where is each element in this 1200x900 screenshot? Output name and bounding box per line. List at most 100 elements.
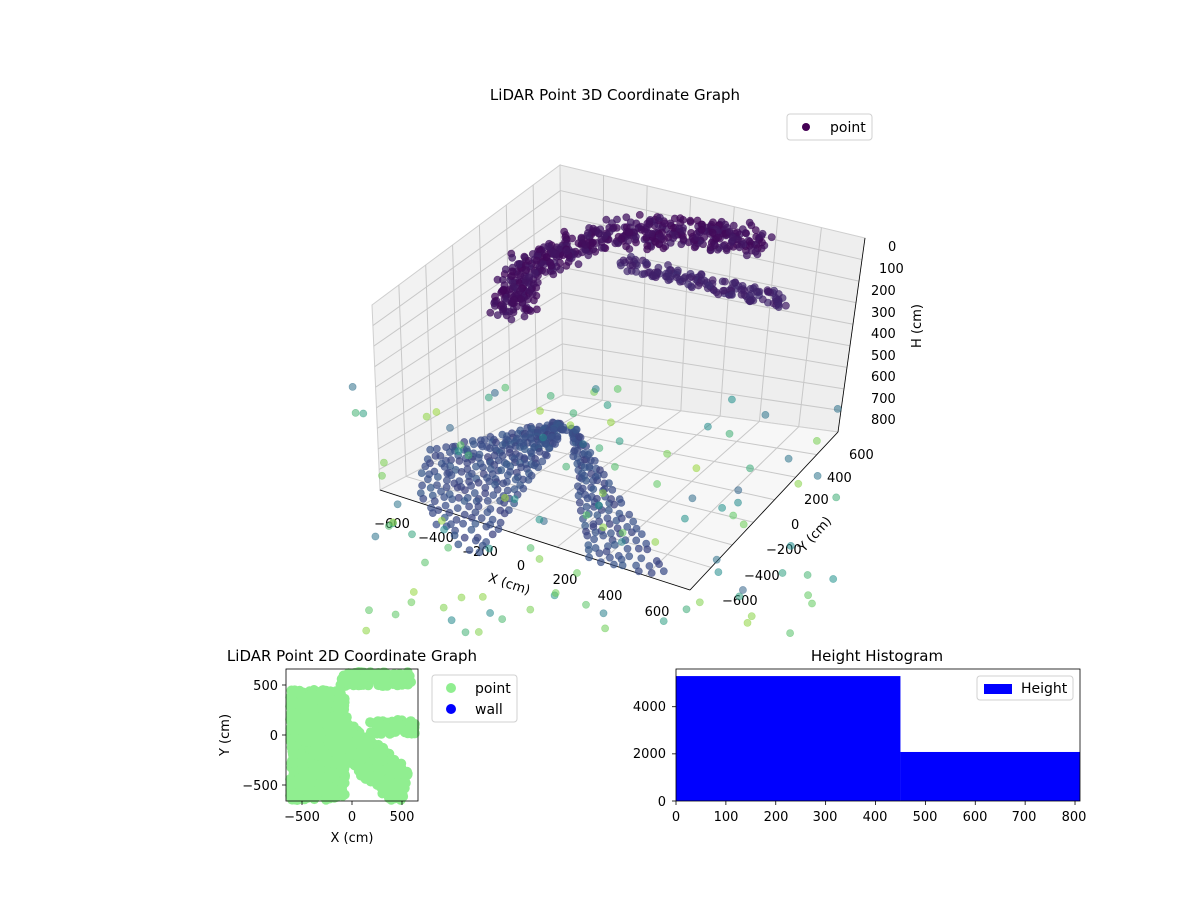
data-point bbox=[484, 393, 493, 402]
x-axis-label-3d: X (cm) bbox=[486, 571, 532, 599]
data-point bbox=[500, 509, 509, 518]
data-point bbox=[574, 260, 583, 269]
data-point bbox=[544, 242, 553, 251]
data-point bbox=[295, 757, 306, 768]
data-point bbox=[532, 256, 541, 265]
data-point bbox=[311, 733, 322, 744]
data-point bbox=[327, 766, 338, 777]
data-point bbox=[607, 418, 615, 427]
data-point bbox=[656, 213, 664, 222]
data-point bbox=[615, 437, 624, 446]
data-point bbox=[607, 529, 615, 538]
data-point bbox=[289, 727, 300, 737]
data-point bbox=[478, 593, 487, 601]
data-point bbox=[479, 463, 487, 472]
data-point bbox=[591, 385, 600, 393]
x-tick-label: 600 bbox=[645, 605, 670, 620]
data-point bbox=[721, 277, 729, 286]
data-point bbox=[501, 493, 509, 502]
data-point bbox=[745, 218, 754, 227]
data-point bbox=[379, 458, 388, 467]
data-point bbox=[813, 471, 822, 480]
data-point bbox=[747, 612, 756, 621]
data-point bbox=[423, 475, 432, 484]
data-point bbox=[673, 273, 681, 282]
data-point bbox=[393, 779, 404, 790]
gridline bbox=[561, 266, 854, 325]
data-point bbox=[647, 569, 656, 577]
data-point bbox=[541, 268, 550, 276]
data-point bbox=[430, 497, 439, 506]
data-point bbox=[546, 258, 555, 267]
data-point bbox=[474, 502, 483, 511]
data-point bbox=[771, 293, 780, 302]
data-point bbox=[310, 740, 321, 751]
data-point bbox=[534, 463, 543, 472]
data-point bbox=[465, 502, 473, 511]
data-point bbox=[490, 299, 499, 307]
x-tick-label: 200 bbox=[764, 810, 789, 825]
data-point bbox=[705, 281, 713, 290]
data-point bbox=[608, 485, 617, 494]
data-point bbox=[432, 408, 441, 416]
z-tick-label: 200 bbox=[871, 284, 896, 299]
data-point bbox=[574, 491, 583, 500]
data-point bbox=[613, 385, 622, 393]
data-point bbox=[454, 447, 463, 456]
z-tick-label: 300 bbox=[871, 306, 896, 321]
data-point bbox=[494, 525, 503, 533]
data-point bbox=[533, 278, 542, 287]
data-point bbox=[426, 483, 435, 492]
data-point bbox=[351, 408, 360, 417]
data-point bbox=[682, 605, 691, 614]
data-point bbox=[582, 476, 591, 485]
histogram-bars bbox=[676, 676, 1080, 801]
data-point bbox=[729, 233, 737, 242]
data-point bbox=[597, 235, 606, 244]
data-point bbox=[343, 758, 354, 769]
data-point bbox=[758, 229, 767, 238]
legend-label-height: Height bbox=[1021, 681, 1068, 697]
gridline bbox=[798, 227, 822, 427]
gridline bbox=[601, 175, 605, 401]
legend-marker-point bbox=[802, 123, 810, 131]
legend-marker-point bbox=[446, 683, 456, 693]
data-point bbox=[448, 495, 457, 504]
data-point bbox=[294, 787, 305, 798]
data-point bbox=[746, 464, 754, 473]
data-point bbox=[743, 251, 751, 260]
plot-2d-x-axis-label: X (cm) bbox=[331, 831, 374, 846]
data-point bbox=[625, 510, 634, 519]
data-point bbox=[719, 241, 728, 250]
data-point bbox=[439, 603, 448, 612]
data-point bbox=[549, 248, 557, 257]
data-point bbox=[704, 422, 712, 431]
data-point bbox=[606, 553, 614, 562]
data-point bbox=[752, 287, 761, 296]
data-point bbox=[497, 466, 506, 475]
data-point bbox=[312, 720, 323, 731]
gridline bbox=[425, 264, 433, 463]
gridline bbox=[377, 317, 563, 429]
data-point bbox=[693, 233, 702, 241]
gridline bbox=[561, 317, 848, 368]
data-point bbox=[519, 484, 528, 493]
data-point bbox=[813, 436, 821, 445]
data-point bbox=[285, 790, 296, 801]
data-point bbox=[406, 677, 416, 687]
data-point bbox=[628, 261, 637, 270]
data-point bbox=[469, 440, 478, 449]
data-point bbox=[421, 558, 429, 567]
data-point bbox=[622, 213, 631, 222]
x-tick-label: −400 bbox=[418, 531, 454, 546]
gridline bbox=[378, 369, 563, 470]
data-point bbox=[499, 479, 508, 488]
y-tick-label: 2000 bbox=[633, 747, 666, 762]
data-point bbox=[372, 742, 383, 753]
data-point bbox=[719, 286, 727, 295]
z-tick-label: 500 bbox=[871, 349, 896, 364]
plot-2d-tick-labels: −500 0 500 −500 0 500 bbox=[242, 679, 414, 825]
data-point bbox=[624, 237, 633, 245]
data-point bbox=[743, 619, 752, 627]
data-point bbox=[421, 462, 430, 471]
